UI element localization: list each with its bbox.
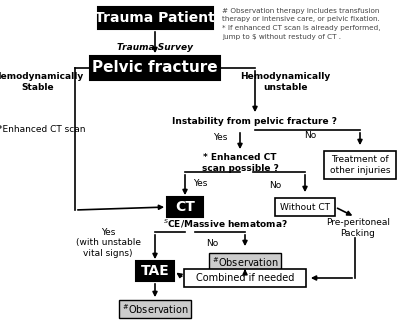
Text: Without CT: Without CT xyxy=(280,202,330,212)
Text: Trauma Survey: Trauma Survey xyxy=(117,42,193,52)
Text: Yes: Yes xyxy=(193,179,207,187)
Text: Yes: Yes xyxy=(213,132,227,141)
FancyBboxPatch shape xyxy=(324,151,396,179)
FancyBboxPatch shape xyxy=(97,7,213,29)
Text: No: No xyxy=(269,181,281,189)
Text: No: No xyxy=(206,239,218,247)
Text: CT: CT xyxy=(175,200,195,214)
Text: Pelvic fracture: Pelvic fracture xyxy=(92,61,218,76)
FancyBboxPatch shape xyxy=(136,261,174,281)
Text: Trauma Patient: Trauma Patient xyxy=(95,11,215,25)
Text: $^\#$Observation: $^\#$Observation xyxy=(122,302,188,316)
Text: $^S$CE/Massive hematoma?: $^S$CE/Massive hematoma? xyxy=(162,218,288,230)
Text: $^\#$Observation: $^\#$Observation xyxy=(212,255,278,269)
Text: No: No xyxy=(304,130,316,140)
Text: Instability from pelvic fracture ?: Instability from pelvic fracture ? xyxy=(172,117,338,126)
Text: Treatment of
other injuries: Treatment of other injuries xyxy=(330,155,390,175)
Text: Hemodynamically
unstable: Hemodynamically unstable xyxy=(240,72,330,92)
FancyBboxPatch shape xyxy=(275,198,335,216)
FancyBboxPatch shape xyxy=(90,56,220,80)
Text: TAE: TAE xyxy=(141,264,169,278)
FancyBboxPatch shape xyxy=(119,300,191,318)
Text: Hemodynamically
Stable: Hemodynamically Stable xyxy=(0,72,83,92)
FancyBboxPatch shape xyxy=(167,197,203,217)
FancyBboxPatch shape xyxy=(184,269,306,287)
Text: *Enhanced CT scan: *Enhanced CT scan xyxy=(0,126,86,135)
FancyBboxPatch shape xyxy=(209,253,281,271)
Text: Combined if needed: Combined if needed xyxy=(196,273,294,283)
Text: # Observation therapy includes transfusion
therapy or intensive care, or pelvic : # Observation therapy includes transfusi… xyxy=(222,8,381,39)
Text: * Enhanced CT
scan possible ?: * Enhanced CT scan possible ? xyxy=(202,153,278,173)
Text: Yes
(with unstable
vital signs): Yes (with unstable vital signs) xyxy=(75,228,140,258)
Text: Pre-peritoneal
Packing: Pre-peritoneal Packing xyxy=(326,218,390,238)
